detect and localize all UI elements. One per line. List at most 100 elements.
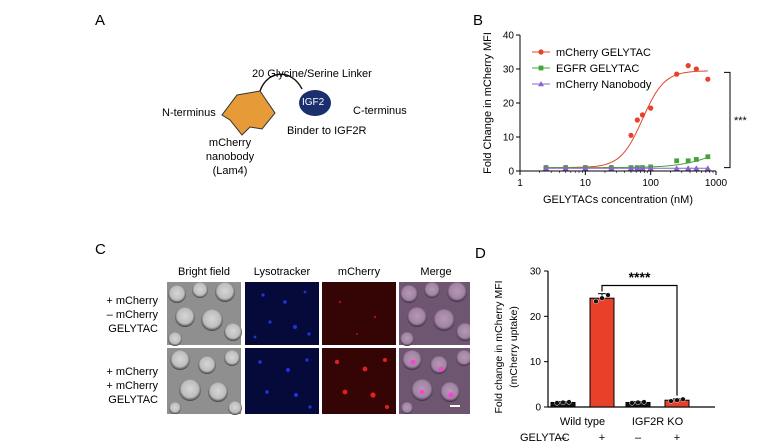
panel-label-a: A xyxy=(95,12,106,29)
d-data-point xyxy=(680,396,686,402)
b-data-point xyxy=(582,165,589,171)
d-data-point xyxy=(674,397,680,403)
row2-label-line2: + mCherry xyxy=(106,380,158,392)
b-y-tick-label: 40 xyxy=(503,31,515,42)
b-data-point xyxy=(674,158,680,164)
brightfield-cells-row2 xyxy=(169,350,242,415)
igf2-circle xyxy=(299,90,331,116)
d-data-point xyxy=(599,295,605,301)
mcherry-dots-row2 xyxy=(334,358,389,409)
b-data-point xyxy=(634,117,640,123)
b-data-point xyxy=(705,154,711,160)
b-data-point xyxy=(562,165,569,171)
b-fit-curve xyxy=(546,156,708,169)
col-label-mcherry: mCherry xyxy=(337,266,381,278)
d-data-point xyxy=(668,398,674,404)
igf2-label: IGF2 xyxy=(302,97,325,108)
col-label-bright-field: Bright field xyxy=(178,266,230,278)
d-data-point xyxy=(641,399,647,405)
nanobody-label-2: nanobody xyxy=(205,151,255,163)
row1-label-line1: + mCherry xyxy=(106,295,158,307)
b-data-point xyxy=(648,105,654,111)
b-data-point xyxy=(705,76,711,82)
b-y-axis-label: Fold Change in mCherry MFI xyxy=(482,32,494,174)
panel-label-b: B xyxy=(473,12,484,29)
b-data-point xyxy=(674,71,680,77)
d-y-axis-label: Fold change in mCherry MFI xyxy=(493,280,505,413)
b-x-tick-label: 1000 xyxy=(705,178,728,189)
d-group-label: IGF2R KO xyxy=(632,416,684,428)
d-sign-label: + xyxy=(599,432,605,444)
b-data-point xyxy=(627,165,634,171)
d-y-tick-label: 0 xyxy=(535,403,541,414)
image-mcherry-row2 xyxy=(322,348,396,414)
linker-line xyxy=(259,73,303,92)
binder-label: Binder to IGF2R xyxy=(287,125,367,137)
d-y-tick-label: 20 xyxy=(530,312,542,323)
brightfield-cells-row1 xyxy=(168,282,242,346)
b-data-point xyxy=(704,165,711,171)
b-y-tick-label: 10 xyxy=(503,133,515,144)
d-sign-label: – xyxy=(635,432,642,444)
row2-label-line1: + mCherry xyxy=(106,366,158,378)
d-data-point xyxy=(593,298,599,305)
b-legend-label: mCherry GELYTAC xyxy=(556,47,651,59)
d-y-tick-label: 30 xyxy=(530,267,542,278)
gelytac-schematic: 20 Glycine/Serine Linker IGF2 N-terminus… xyxy=(150,55,440,185)
d-data-point xyxy=(635,399,641,406)
lysotracker-dots-row2 xyxy=(258,358,312,409)
b-data-point xyxy=(685,158,691,164)
d-data-point xyxy=(554,400,560,406)
col-label-merge: Merge xyxy=(420,266,452,278)
b-legend-marker xyxy=(538,65,544,71)
merge-dots-row2 xyxy=(410,359,454,398)
b-legend-label: mCherry Nanobody xyxy=(556,79,652,91)
b-x-axis-label: GELYTACs concentration (nM) xyxy=(543,194,693,206)
d-significance-bracket xyxy=(601,284,678,396)
b-data-point xyxy=(542,165,549,171)
chart-d: 0 10 20 30 Fold change in mCherry MFI (mCherr… xyxy=(493,267,715,444)
b-y-tick-label: 0 xyxy=(508,167,514,178)
b-data-point xyxy=(639,165,646,171)
b-data-point xyxy=(693,66,699,72)
b-x-tick-label: 1 xyxy=(517,178,523,189)
image-mcherry-row1 xyxy=(322,282,396,345)
d-significance-label: **** xyxy=(629,269,651,285)
d-data-point xyxy=(629,400,635,406)
d-row-label: GELYTAC xyxy=(520,432,570,444)
b-data-point xyxy=(608,165,615,171)
d-data-point xyxy=(560,399,566,406)
d-bar xyxy=(589,297,615,408)
b-x-tick-label: 10 xyxy=(580,178,592,189)
col-label-lysotracker: Lysotracker xyxy=(253,266,311,278)
row1-label-line3: GELYTAC xyxy=(108,323,158,335)
image-lysotracker-row2 xyxy=(245,348,319,414)
panel-label-c: C xyxy=(95,241,106,258)
b-significance-bracket xyxy=(724,71,731,169)
scale-bar xyxy=(450,405,460,407)
b-data-point xyxy=(639,112,646,118)
b-y-tick-label: 20 xyxy=(503,99,515,110)
d-group-label: Wild type xyxy=(560,416,605,428)
b-data-point xyxy=(628,132,634,138)
nanobody-label-3: (Lam4) xyxy=(212,165,248,177)
row2-label-line3: GELYTAC xyxy=(108,394,158,406)
merge-cells-row1 xyxy=(400,282,470,346)
n-terminus-label: N-terminus xyxy=(162,107,216,119)
b-data-point xyxy=(685,165,692,171)
d-y-axis-label-2: (mCherry uptake) xyxy=(508,306,520,388)
linker-label: 20 Glycine/Serine Linker xyxy=(252,68,372,80)
b-legend-marker xyxy=(538,49,544,55)
image-lysotracker-row1 xyxy=(245,282,319,345)
nanobody-label-1: mCherry xyxy=(208,137,252,149)
d-y-tick-label: 10 xyxy=(530,357,542,368)
schematic-drawing xyxy=(221,73,331,136)
b-data-point xyxy=(693,157,699,162)
d-data-point xyxy=(605,292,611,298)
b-data-point xyxy=(685,63,691,69)
d-sign-label: + xyxy=(674,432,680,444)
d-data-point xyxy=(566,399,572,405)
b-significance-label: *** xyxy=(734,115,748,127)
b-data-point xyxy=(634,165,641,171)
b-data-point xyxy=(647,165,654,171)
